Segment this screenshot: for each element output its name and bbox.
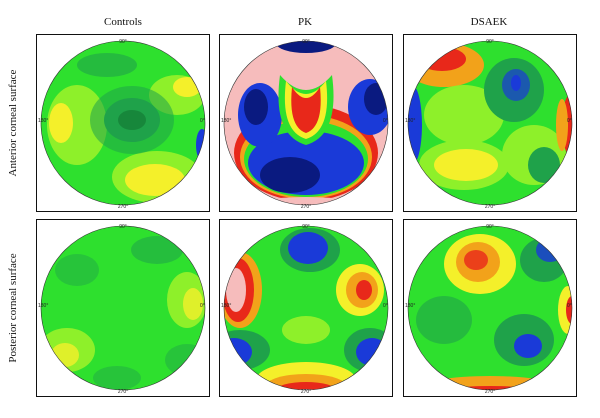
tick-90: 90° [302,39,310,45]
row-title-posterior: Posterior corneal surface [7,253,19,363]
map-dsaek-posterior: 90° 270° [403,219,577,397]
tick-90: 90° [486,39,494,45]
map-pk-posterior: 90° 270° [219,219,393,397]
tick-270: 270° [301,204,311,210]
tick-90: 90° [302,224,310,230]
map-controls-posterior: 90° 270° [36,219,210,397]
tick-270: 270° [485,389,495,395]
tick-90: 90° [119,39,127,45]
column-title-dsaek: DSAEK [470,16,508,28]
tick-270: 270° [485,204,495,210]
tick-270: 270° [301,389,311,395]
tick-270: 270° [118,389,128,395]
map-pk-anterior: 90° 270° [219,34,393,212]
tick-90: 90° [486,224,494,230]
row-title-anterior: Anterior corneal surface [7,69,19,177]
tick-90: 90° [119,224,127,230]
map-controls-anterior: 90° 270° [36,34,210,212]
map-dsaek-anterior: 90° 270° [403,34,577,212]
column-title-controls: Controls [104,16,142,28]
column-title-pk: PK [297,16,313,28]
tick-270: 270° [118,204,128,210]
